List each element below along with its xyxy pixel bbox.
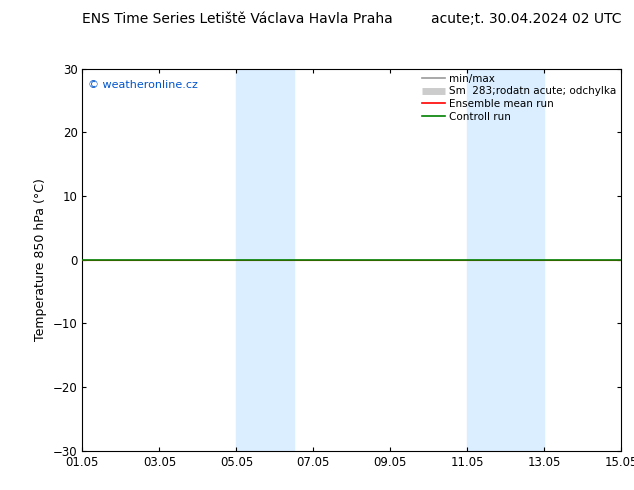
Text: ENS Time Series Letiště Václava Havla Praha: ENS Time Series Letiště Václava Havla Pr… — [82, 12, 393, 26]
Bar — [236, 69, 294, 451]
Text: acute;t. 30.04.2024 02 UTC: acute;t. 30.04.2024 02 UTC — [431, 12, 621, 26]
Legend: min/max, Sm  283;rodatn acute; odchylka, Ensemble mean run, Controll run: min/max, Sm 283;rodatn acute; odchylka, … — [422, 74, 616, 122]
Text: © weatheronline.cz: © weatheronline.cz — [87, 80, 198, 90]
Bar — [467, 69, 545, 451]
Y-axis label: Temperature 850 hPa (°C): Temperature 850 hPa (°C) — [34, 178, 48, 341]
